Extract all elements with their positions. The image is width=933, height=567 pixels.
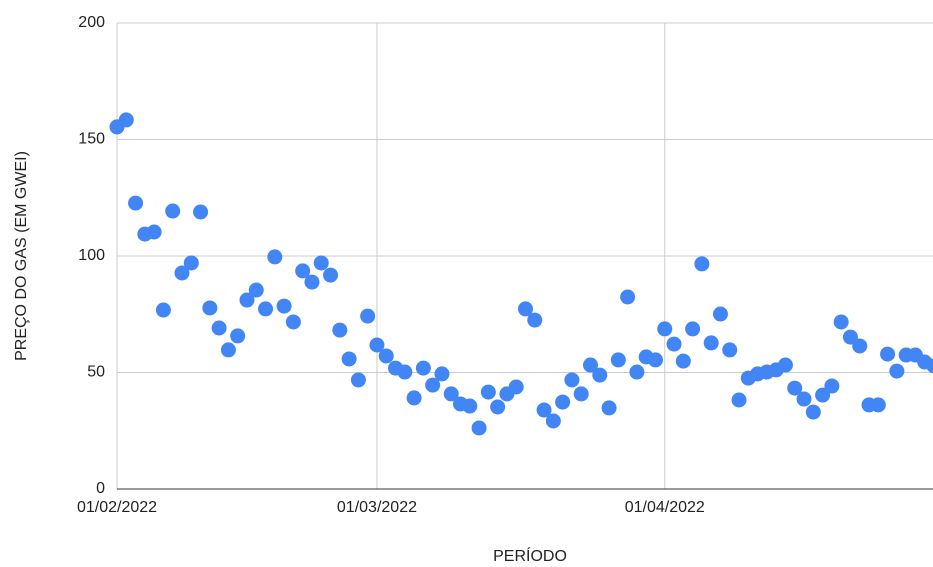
point: [267, 249, 283, 265]
point: [657, 321, 673, 337]
point: [341, 351, 357, 367]
point: [926, 358, 933, 374]
y-tick-label: 200: [78, 14, 105, 31]
point: [202, 300, 218, 316]
point: [490, 399, 506, 415]
point: [610, 352, 626, 368]
point: [193, 204, 209, 220]
point: [248, 282, 264, 298]
point: [796, 391, 812, 407]
point: [443, 386, 459, 402]
point: [527, 312, 543, 328]
point: [870, 397, 886, 413]
point: [787, 380, 803, 396]
point: [285, 314, 301, 330]
point: [276, 298, 292, 314]
x-axis-label: PERÍODO: [493, 546, 567, 565]
point: [369, 337, 385, 353]
point: [694, 256, 710, 272]
y-tick-label: 0: [96, 480, 105, 497]
point: [620, 289, 636, 305]
point: [415, 360, 431, 376]
point: [815, 387, 831, 403]
point: [647, 352, 663, 368]
point: [564, 372, 580, 388]
point: [685, 321, 701, 337]
point: [406, 390, 422, 406]
point: [731, 392, 747, 408]
point: [889, 363, 905, 379]
point: [675, 353, 691, 369]
point: [155, 302, 171, 318]
point: [239, 292, 255, 308]
point: [545, 413, 561, 429]
point: [629, 364, 645, 380]
point: [165, 203, 181, 219]
point: [258, 301, 274, 317]
point: [128, 195, 144, 211]
point: [397, 364, 413, 380]
point: [805, 404, 821, 420]
x-tick-label: 01/02/2022: [77, 499, 157, 516]
point: [332, 322, 348, 338]
point: [573, 386, 589, 402]
point: [146, 224, 162, 240]
point: [118, 112, 134, 128]
point: [480, 384, 496, 400]
point: [313, 255, 329, 271]
point: [462, 398, 478, 414]
point: [378, 348, 394, 364]
point: [471, 420, 487, 436]
y-tick-label: 50: [87, 364, 105, 381]
point: [508, 379, 524, 395]
y-tick-label: 150: [78, 131, 105, 148]
point: [425, 377, 441, 393]
x-tick-label: 01/04/2022: [625, 499, 705, 516]
point: [211, 320, 227, 336]
point: [230, 328, 246, 344]
y-tick-label: 100: [78, 247, 105, 264]
y-axis-label: PREÇO DO GAS (EM GWEI): [13, 151, 30, 361]
point: [722, 342, 738, 358]
point: [703, 335, 719, 351]
point: [536, 402, 552, 418]
point: [824, 378, 840, 394]
point: [555, 394, 571, 410]
point: [304, 274, 320, 290]
point: [592, 367, 608, 383]
point: [601, 400, 617, 416]
point: [323, 267, 339, 283]
point: [295, 263, 311, 279]
point: [842, 329, 858, 345]
point: [360, 308, 376, 324]
point: [712, 306, 728, 322]
point: [220, 342, 236, 358]
point: [666, 336, 682, 352]
point: [518, 301, 533, 317]
point: [777, 357, 793, 373]
point: [852, 338, 868, 354]
point: [582, 357, 598, 373]
x-tick-label: 01/03/2022: [337, 499, 417, 516]
point: [350, 372, 366, 388]
point: [833, 314, 849, 330]
point: [434, 366, 450, 382]
point: [183, 255, 199, 271]
point: [880, 346, 896, 362]
point: [174, 265, 190, 281]
